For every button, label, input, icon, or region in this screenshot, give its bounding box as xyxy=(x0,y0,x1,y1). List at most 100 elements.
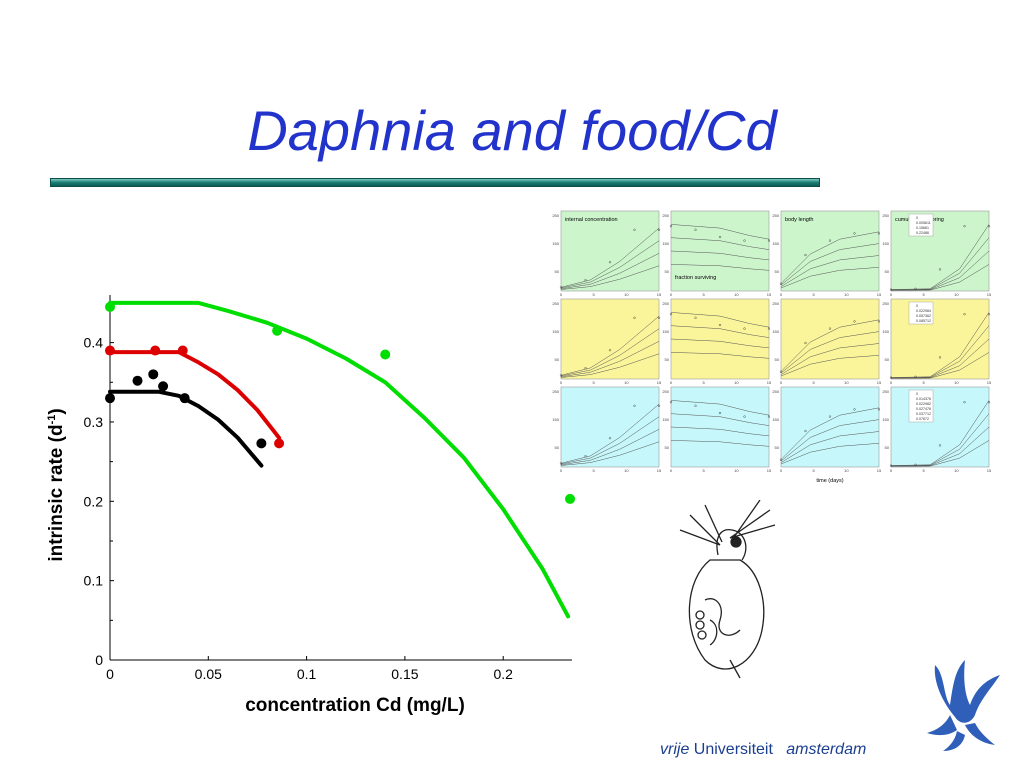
panel-marker xyxy=(767,239,771,242)
panel-legend-entry: 0.037712 xyxy=(916,412,931,416)
panel-x-tick: 5 xyxy=(593,468,596,473)
panel-curve xyxy=(890,413,990,467)
panel-marker xyxy=(914,287,917,290)
panel-curve xyxy=(890,250,990,291)
panel-curve xyxy=(780,419,880,462)
panel-title: internal concentration xyxy=(565,217,618,223)
panel-y-tick: 150 xyxy=(552,417,559,422)
panel-y-tick: 50 xyxy=(555,357,560,362)
panel-curve xyxy=(780,243,880,286)
panel-y-tick: 50 xyxy=(665,445,670,450)
data-point-2 xyxy=(158,381,169,392)
panel-x-tick: 10 xyxy=(844,380,849,385)
panel-marker xyxy=(633,404,636,407)
panel-curve xyxy=(670,352,770,359)
panel-legend-entry: 0.057362 xyxy=(916,314,931,318)
panel-legend-entry: 0.005611 xyxy=(916,221,931,225)
panel-marker xyxy=(559,462,563,465)
panel-marker xyxy=(987,313,991,316)
data-point-0 xyxy=(105,301,115,312)
panel-x-tick: 0 xyxy=(560,380,563,385)
fit-curve-2 xyxy=(108,389,264,468)
panel-x-tick: 5 xyxy=(703,468,706,473)
panel-curve xyxy=(560,253,660,290)
panel-curve xyxy=(670,250,770,261)
panel-marker xyxy=(657,316,661,319)
university-wordmark: vrije Universiteit amsterdam xyxy=(660,741,866,759)
panel-bg xyxy=(560,386,660,468)
panel-marker xyxy=(584,455,587,458)
panel-curve xyxy=(670,400,770,416)
panel-curve xyxy=(780,255,880,287)
panel-y-tick: 250 xyxy=(662,213,669,218)
panel-y-tick: 250 xyxy=(662,389,669,394)
panel-y-tick: 250 xyxy=(772,301,779,306)
x-tick-label: 0.2 xyxy=(493,666,513,682)
panel-x-tick: 5 xyxy=(703,380,706,385)
panel-bg xyxy=(560,210,660,292)
panel-x-tick: 15 xyxy=(657,380,662,385)
panel-marker xyxy=(853,232,856,235)
panel-marker xyxy=(889,288,893,291)
panel-marker xyxy=(669,313,673,316)
panel-curve xyxy=(780,231,880,284)
intrinsic-rate-chart: 0 0.1 0.2 0.3 0.4 0 0.05 0.1 0.15 0.2 xyxy=(84,295,576,682)
wordmark-amsterdam: amsterdam xyxy=(786,741,867,758)
panel-marker xyxy=(718,411,722,415)
panel-marker xyxy=(914,463,917,466)
panel-legend-entry: 0 xyxy=(916,392,918,396)
panel-marker xyxy=(938,444,942,447)
panel-x-tick: 10 xyxy=(954,380,959,385)
panel-x-tick: 15 xyxy=(987,380,992,385)
panel-marker xyxy=(718,235,722,239)
panel-legend-entry: 0 xyxy=(916,304,918,308)
panel-marker xyxy=(669,225,673,228)
panel-x-tick: 15 xyxy=(877,292,882,297)
panel-x-tick: 15 xyxy=(987,468,992,473)
panel-y-tick: 150 xyxy=(882,417,889,422)
panel-x-tick: 0 xyxy=(670,468,673,473)
panel-legend-entry: 0.085712 xyxy=(916,319,931,323)
panel-y-tick: 150 xyxy=(552,329,559,334)
panel-y-tick: 50 xyxy=(775,269,780,274)
panel-bg xyxy=(780,386,880,468)
panel-title: fraction surviving xyxy=(675,275,716,281)
wordmark-vrije: vrije xyxy=(660,741,690,758)
y-axis-label-superscript: -1 xyxy=(45,414,58,425)
panel-x-tick: 5 xyxy=(813,292,816,297)
panel-x-tick: 10 xyxy=(734,380,739,385)
university-griffin-logo xyxy=(927,660,1000,751)
panel-x-tick: 0 xyxy=(890,468,893,473)
panel-marker xyxy=(694,404,697,407)
x-axis-label: concentration Cd (mg/L) xyxy=(245,695,465,716)
fit-curve-0 xyxy=(108,300,571,619)
panel-x-tick: 15 xyxy=(657,468,662,473)
panel-curve xyxy=(780,319,880,372)
panel-curve xyxy=(560,403,660,464)
panel-legend-entry: 0.07672 xyxy=(916,417,929,421)
panel-x-tick: 0 xyxy=(670,292,673,297)
panel-y-tick: 250 xyxy=(882,213,889,218)
panel-x-tick: 15 xyxy=(767,468,772,473)
slide-title: Daphnia and food/Cd xyxy=(247,99,777,162)
daphnia-drawing xyxy=(679,500,776,679)
panel-curve xyxy=(560,429,660,466)
panel-x-tick: 15 xyxy=(767,380,772,385)
panel-marker xyxy=(743,239,746,242)
panel-y-tick: 250 xyxy=(552,213,559,218)
panel-x-tick: 10 xyxy=(624,380,629,385)
panel-marker xyxy=(779,458,783,461)
panel-curve xyxy=(780,331,880,374)
panel-marker xyxy=(669,401,673,404)
panel-x-tick: 10 xyxy=(624,468,629,473)
data-point-2 xyxy=(179,393,190,404)
panels-x-label: time (days) xyxy=(816,478,843,484)
panel-marker xyxy=(657,404,661,407)
panel-curve xyxy=(780,267,880,289)
data-point-0 xyxy=(565,493,576,504)
panel-y-tick: 50 xyxy=(555,445,560,450)
panel-x-tick: 15 xyxy=(657,292,662,297)
panel-curve xyxy=(670,440,770,447)
panel-bg xyxy=(670,210,770,292)
